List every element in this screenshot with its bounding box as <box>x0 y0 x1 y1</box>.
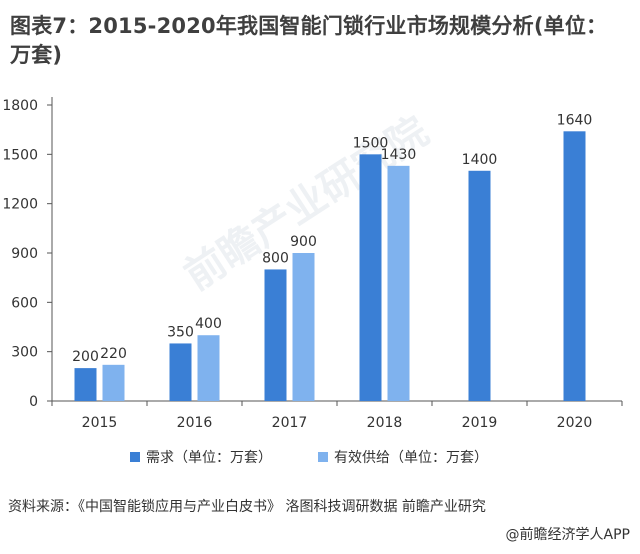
legend-swatch <box>318 452 328 462</box>
bar-demand <box>169 343 192 401</box>
bar-demand <box>74 368 97 401</box>
legend-item-demand: 需求（单位：万套） <box>130 450 272 466</box>
data-label: 1500 <box>353 135 389 151</box>
y-tick-label: 1500 <box>2 147 38 163</box>
x-tick-label: 2019 <box>462 415 498 431</box>
x-axis: 2015 2016 2017 2018 2019 2020 <box>51 400 623 431</box>
legend-label: 需求（单位：万套） <box>146 450 272 466</box>
bar-supply <box>197 335 220 401</box>
chart-title: 图表7：2015-2020年我国智能门锁行业市场规模分析(单位：万套) <box>10 14 608 67</box>
bar-supply <box>387 165 410 401</box>
y-tick-label: 600 <box>11 295 38 311</box>
legend-label: 有效供给（单位：万套） <box>334 450 488 466</box>
x-tick-label: 2020 <box>557 415 593 431</box>
y-axis: 0 300 600 900 1200 1500 1800 <box>2 97 53 410</box>
bar-supply <box>102 364 125 401</box>
bar-demand <box>468 170 491 401</box>
bar-demand <box>359 154 382 401</box>
data-label: 1430 <box>381 147 417 163</box>
data-label: 1640 <box>557 112 593 128</box>
x-tick-label: 2018 <box>367 415 403 431</box>
y-tick-label: 1800 <box>2 98 38 114</box>
source-note: 资料来源：《中国智能锁应用与产业白皮书》 洛图科技调研数据 前瞻产业研究 <box>8 499 486 515</box>
data-label: 1400 <box>462 152 498 168</box>
data-label: 200 <box>72 349 99 365</box>
y-tick-label: 900 <box>11 246 38 262</box>
data-label: 400 <box>195 316 222 332</box>
y-tick-label: 0 <box>29 394 38 410</box>
data-label: 800 <box>262 250 289 266</box>
bar-supply <box>292 253 315 401</box>
y-tick-label: 300 <box>11 345 38 361</box>
legend-swatch <box>130 452 140 462</box>
bar-demand <box>264 269 287 401</box>
data-label: 350 <box>167 324 194 340</box>
data-label: 220 <box>100 346 127 362</box>
data-label: 900 <box>290 234 317 250</box>
credit-text: @前瞻经济学人APP <box>505 527 630 543</box>
x-tick-label: 2015 <box>82 415 118 431</box>
x-tick-label: 2016 <box>177 415 213 431</box>
legend: 需求（单位：万套） 有效供给（单位：万套） <box>130 450 488 466</box>
bars <box>74 131 586 402</box>
bar-demand <box>563 131 586 402</box>
x-tick-label: 2017 <box>272 415 308 431</box>
y-tick-label: 1200 <box>2 197 38 213</box>
legend-item-supply: 有效供给（单位：万套） <box>318 450 488 466</box>
